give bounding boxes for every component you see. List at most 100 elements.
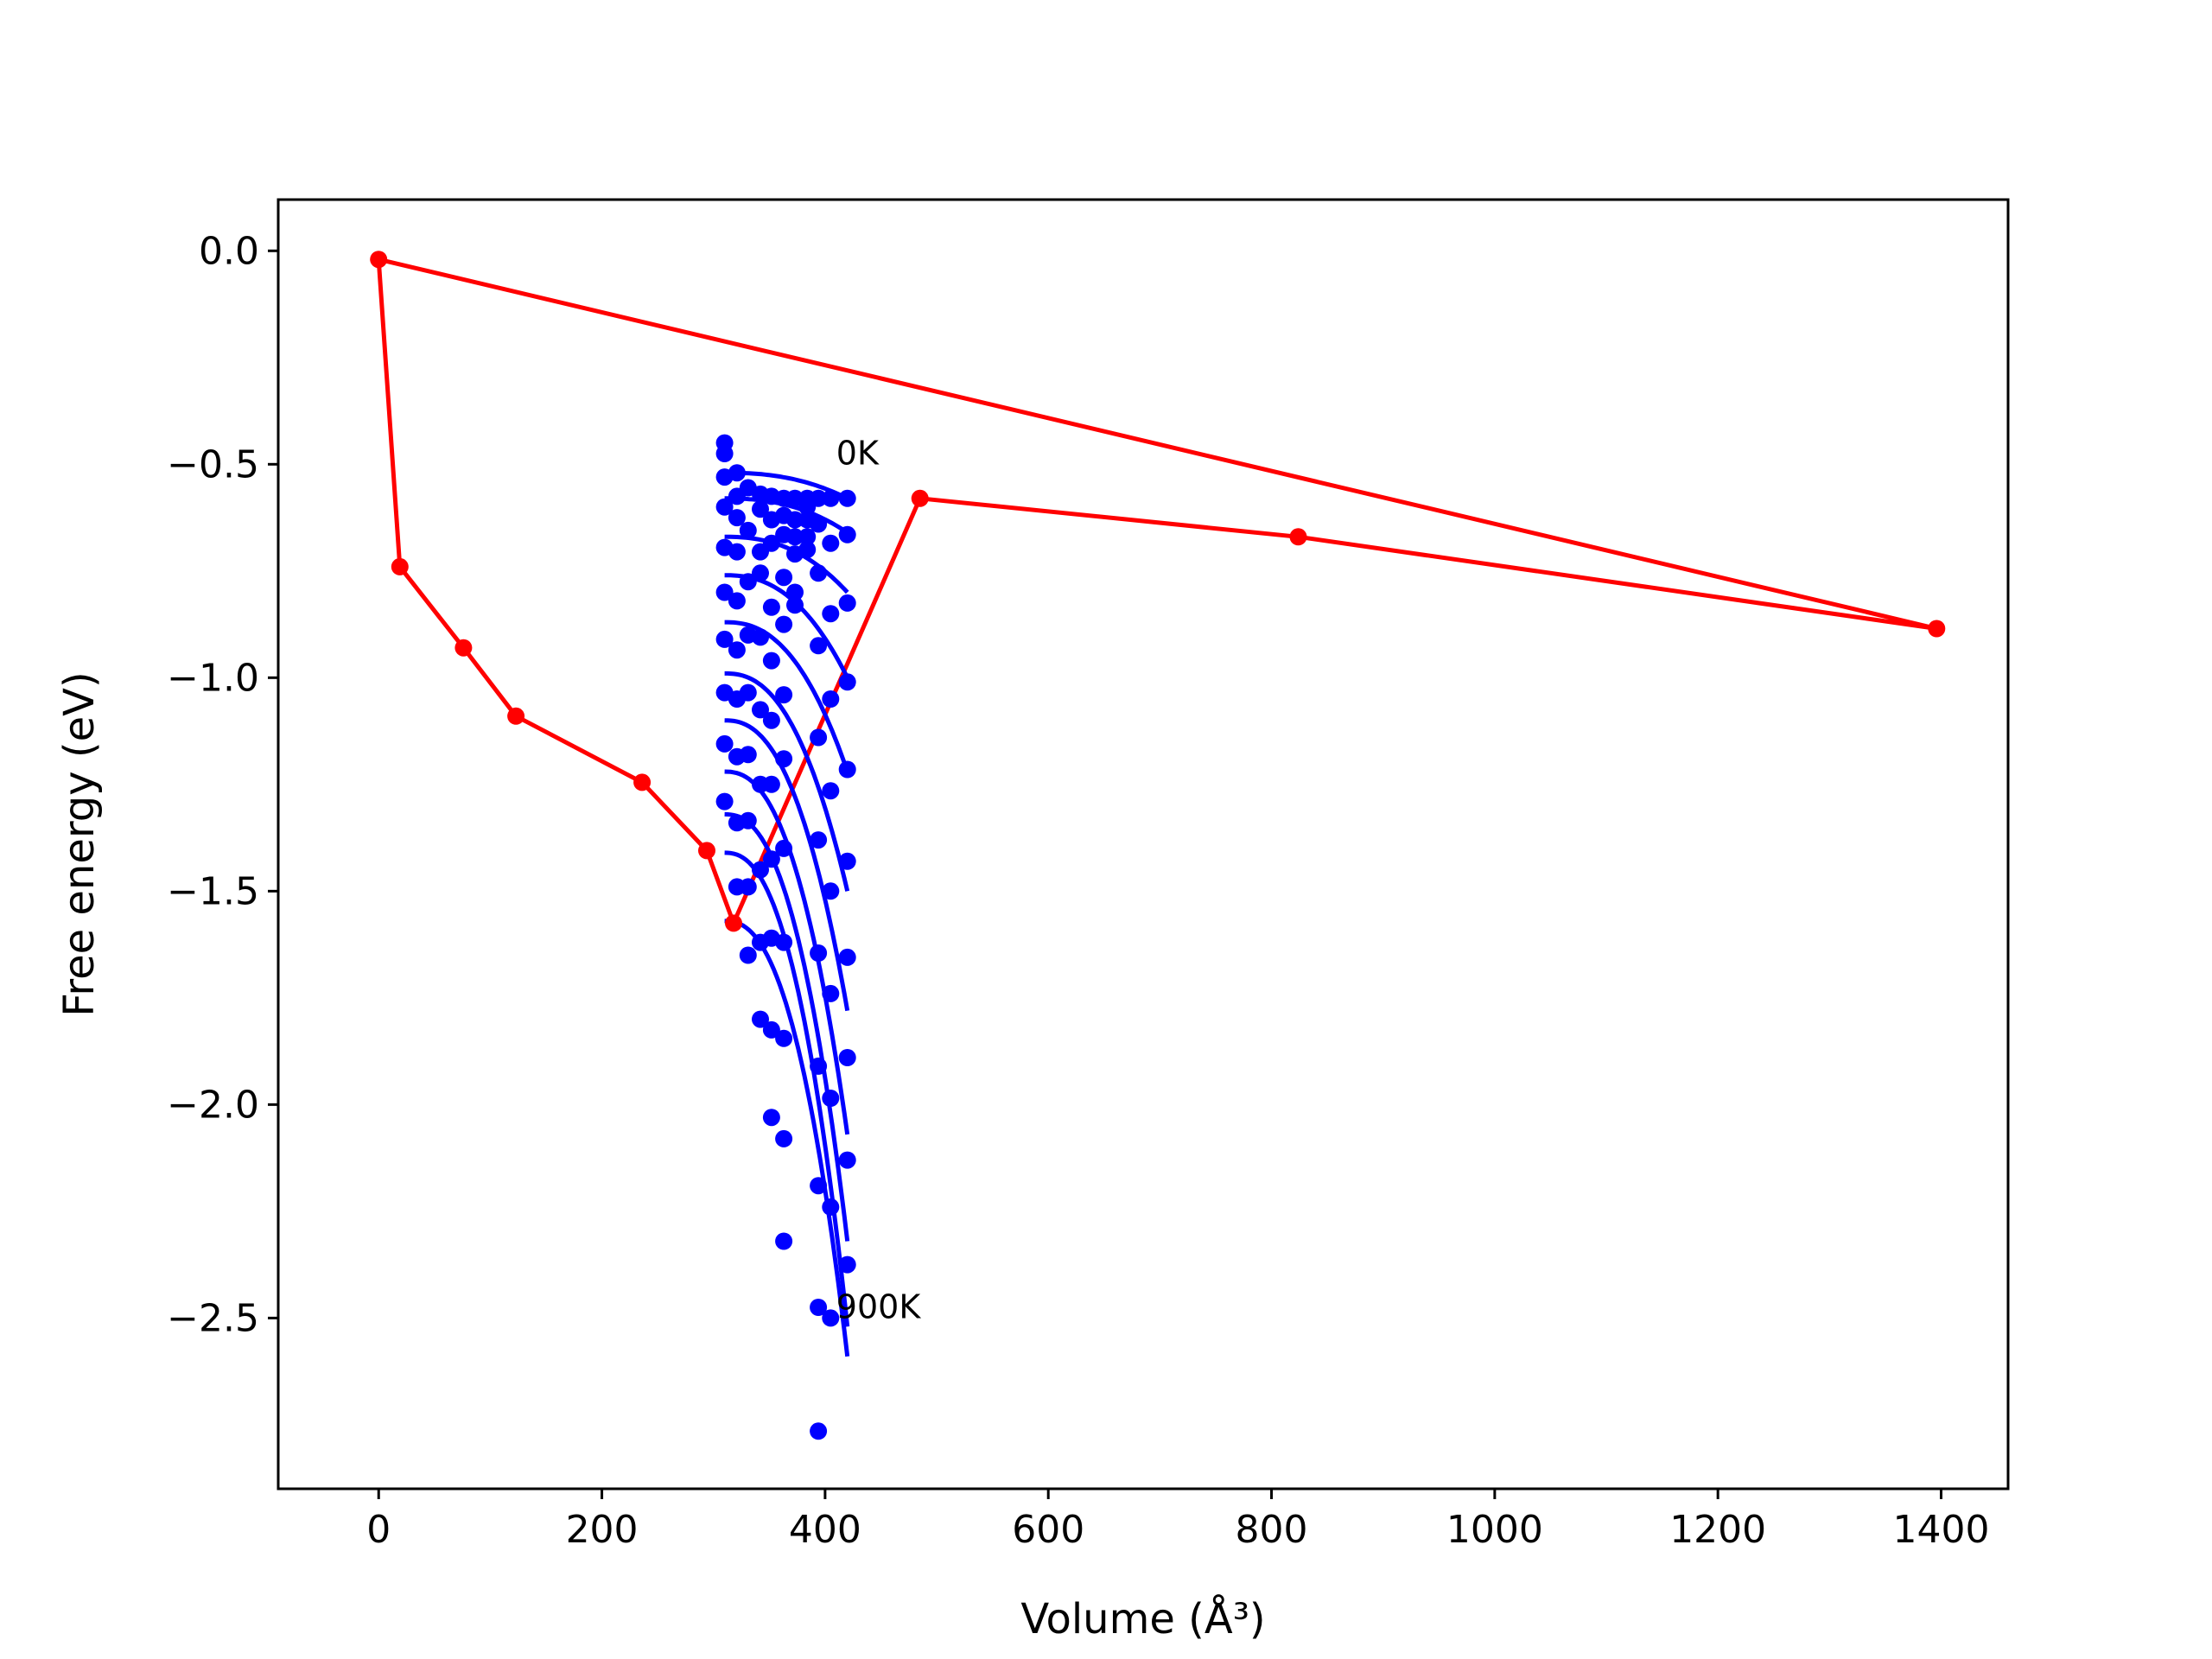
temperature-annotation: 900K — [836, 1287, 922, 1325]
blue-data-point — [822, 1090, 840, 1107]
blue-data-point — [822, 605, 840, 623]
blue-data-point — [752, 564, 769, 582]
blue-data-point — [775, 1232, 793, 1250]
blue-data-point — [810, 1057, 828, 1075]
blue-data-point — [775, 569, 793, 587]
blue-data-point — [822, 1198, 840, 1216]
blue-data-point — [838, 948, 856, 966]
blue-data-point — [775, 1029, 793, 1047]
blue-data-point — [762, 850, 780, 868]
blue-data-point — [752, 861, 769, 879]
plot-area: 0K 900K — [370, 251, 1946, 1440]
blue-data-point — [762, 1020, 780, 1039]
blue-data-point — [838, 594, 856, 612]
fit-curve — [724, 620, 850, 772]
blue-data-point — [786, 596, 804, 614]
blue-data-point — [838, 673, 856, 691]
blue-data-point — [838, 760, 856, 779]
blue-data-point — [752, 500, 769, 518]
blue-data-point — [810, 489, 828, 507]
x-tick-label: 400 — [789, 1508, 861, 1552]
blue-data-point — [762, 775, 780, 793]
x-axis-label: Volume (Å³) — [1020, 1594, 1265, 1643]
blue-data-point — [739, 573, 757, 591]
blue-data-point — [775, 750, 793, 768]
blue-data-point — [838, 525, 856, 543]
temperature-annotation: 0K — [836, 434, 880, 472]
blue-data-point — [739, 521, 757, 539]
blue-data-point — [786, 528, 804, 546]
blue-data-point — [728, 543, 746, 561]
blue-data-point — [728, 464, 746, 482]
blue-data-point — [822, 534, 840, 552]
blue-data-point — [838, 1049, 856, 1066]
blue-data-point — [752, 1010, 769, 1028]
blue-data-point — [810, 564, 828, 582]
x-tick-label: 1400 — [1893, 1508, 1990, 1552]
blue-data-point — [810, 637, 828, 655]
y-axis: 0.0 −0.5 −1.0 −1.5 −2.0 −2.5 — [167, 229, 278, 1340]
x-tick-label: 800 — [1236, 1508, 1308, 1552]
blue-data-point — [838, 489, 856, 507]
blue-data-point — [775, 839, 793, 857]
red-data-point — [1289, 528, 1307, 546]
blue-data-point — [739, 746, 757, 764]
blue-data-point — [739, 878, 757, 896]
y-tick-label: 0.0 — [199, 229, 259, 273]
blue-data-point — [775, 933, 793, 951]
x-axis: 0 200 400 600 800 1000 1200 1400 — [366, 1489, 1989, 1552]
blue-data-point — [752, 701, 769, 719]
blue-data-point — [752, 628, 769, 646]
axes-frame — [276, 198, 2010, 1491]
y-tick-label: −1.5 — [167, 869, 259, 913]
blue-data-point — [822, 984, 840, 1002]
x-tick-label: 200 — [566, 1508, 639, 1552]
blue-data-point — [715, 734, 734, 753]
red-data-point — [1928, 620, 1946, 638]
blue-data-point — [810, 944, 828, 962]
blue-data-point — [775, 1129, 793, 1147]
x-tick-label: 1200 — [1669, 1508, 1766, 1552]
x-tick-label: 600 — [1012, 1508, 1084, 1552]
red-data-point — [725, 914, 742, 932]
blue-data-point — [838, 1151, 856, 1169]
blue-data-point — [728, 641, 746, 659]
blue-data-point — [798, 528, 817, 546]
red-data-point — [698, 842, 715, 860]
y-tick-label: −0.5 — [167, 442, 259, 486]
blue-data-point — [838, 852, 856, 870]
blue-data-point — [775, 615, 793, 633]
blue-data-point — [810, 1177, 828, 1195]
red-data-point — [370, 251, 388, 269]
blue-data-point — [739, 683, 757, 702]
blue-data-point — [798, 541, 817, 559]
red-path-line — [376, 257, 1939, 925]
blue-data-point — [762, 652, 780, 670]
blue-data-point — [786, 511, 804, 529]
blue-data-point — [762, 711, 780, 729]
blue-data-point — [822, 882, 840, 900]
red-data-point — [507, 707, 525, 725]
red-data-point — [911, 489, 929, 507]
blue-data-point — [728, 592, 746, 610]
blue-data-point — [739, 811, 757, 830]
blue-data-point — [810, 515, 828, 533]
blue-data-point — [739, 946, 757, 964]
blue-data-point — [822, 489, 840, 507]
y-tick-label: −1.0 — [167, 656, 259, 700]
blue-data-point — [822, 1309, 840, 1327]
y-axis-label: Free energy (eV) — [55, 671, 104, 1016]
fit-curve — [724, 671, 850, 892]
y-tick-label: −2.5 — [167, 1296, 259, 1340]
blue-data-point — [775, 686, 793, 704]
blue-data-point — [715, 630, 734, 648]
blue-data-point — [715, 792, 734, 810]
blue-data-point — [762, 534, 780, 552]
x-tick-label: 1000 — [1446, 1508, 1543, 1552]
blue-data-point — [810, 728, 828, 747]
blue-data-point — [728, 509, 746, 527]
blue-data-point — [810, 831, 828, 849]
blue-data-point — [715, 498, 734, 516]
blue-data-point — [762, 598, 780, 616]
